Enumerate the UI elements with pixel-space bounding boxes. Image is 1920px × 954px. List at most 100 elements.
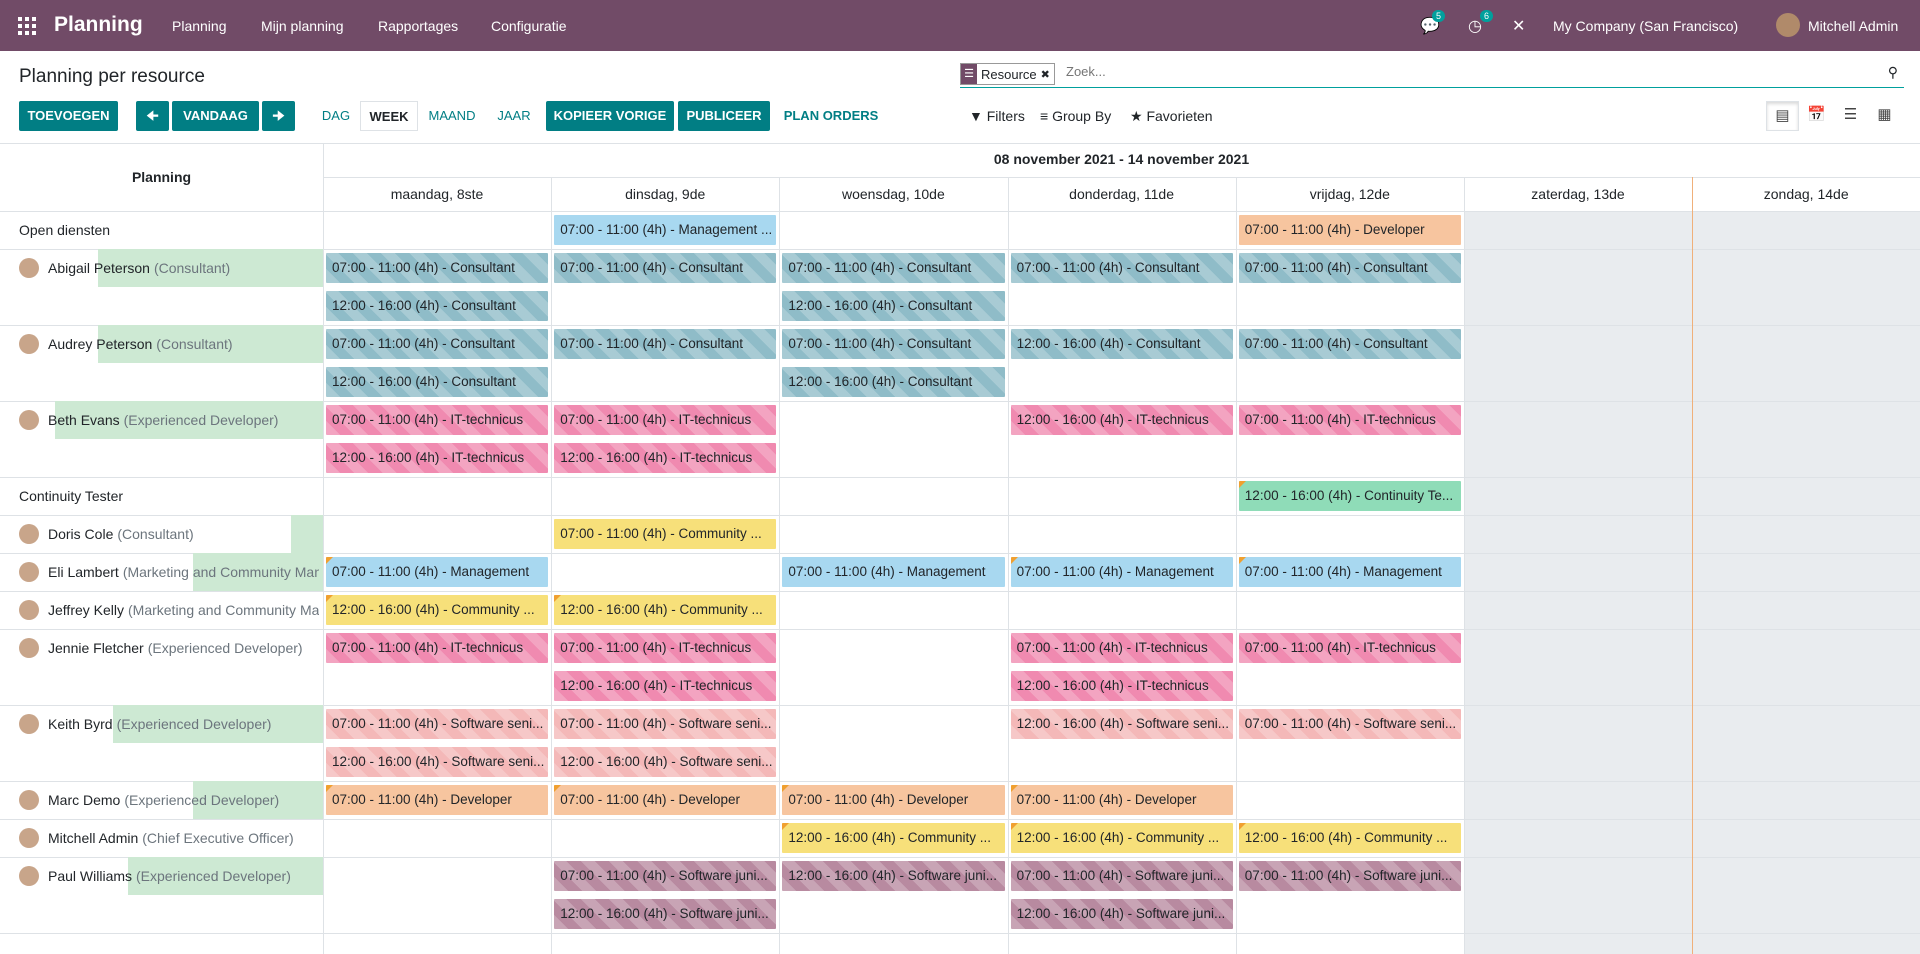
shift-pill[interactable]: 07:00 - 11:00 (4h) - Developer — [782, 785, 1005, 815]
company-switcher[interactable]: My Company (San Francisco) — [1553, 18, 1739, 34]
shift-pill[interactable]: 12:00 - 16:00 (4h) - IT-technicus — [1010, 405, 1233, 435]
user-menu[interactable]: Mitchell Admin — [1808, 18, 1899, 34]
gantt-row-label[interactable]: Eli Lambert(Marketing and Community Mana… — [0, 553, 323, 591]
shift-pill[interactable]: 07:00 - 11:00 (4h) - Consultant — [554, 253, 777, 283]
shift-pill[interactable]: 07:00 - 11:00 (4h) - Developer — [1010, 785, 1233, 815]
menu-configuration[interactable]: Configuratie — [491, 18, 567, 34]
gantt-view-icon[interactable]: ▤ — [1766, 101, 1799, 131]
app-name[interactable]: Planning — [54, 13, 143, 36]
shift-pill[interactable]: 07:00 - 11:00 (4h) - Consultant — [326, 253, 549, 283]
gantt-row-label[interactable]: Jeffrey Kelly (Marketing and Community Ma… — [0, 591, 323, 629]
shift-pill[interactable]: 12:00 - 16:00 (4h) - IT-technicus — [554, 671, 777, 701]
search-icon[interactable]: ⚲ — [1887, 64, 1898, 80]
publish-button[interactable]: PUBLICEER — [678, 101, 770, 131]
filters-dropdown[interactable]: ▼ Filters — [969, 108, 1025, 124]
shift-pill[interactable]: 12:00 - 16:00 (4h) - IT-technicus — [1010, 671, 1233, 701]
prev-button[interactable]: 🠈 — [136, 101, 169, 131]
shift-pill[interactable]: 07:00 - 11:00 (4h) - IT-technicus — [1238, 633, 1461, 663]
shift-pill[interactable]: 07:00 - 11:00 (4h) - Management — [782, 557, 1005, 587]
list-view-icon[interactable]: ☰ — [1843, 106, 1858, 123]
shift-pill[interactable]: 12:00 - 16:00 (4h) - Community ... — [554, 595, 777, 625]
shift-pill[interactable]: 07:00 - 11:00 (4h) - IT-technicus — [1010, 633, 1233, 663]
copy-previous-button[interactable]: KOPIEER VORIGE — [546, 101, 674, 131]
shift-pill[interactable]: 07:00 - 11:00 (4h) - Consultant — [782, 253, 1005, 283]
gantt-row-label[interactable]: Mitchell Admin (Chief Executive Officer) — [0, 819, 323, 857]
search-input[interactable] — [1064, 63, 1768, 80]
plan-orders-button[interactable]: PLAN ORDERS — [783, 108, 879, 123]
shift-pill[interactable]: 07:00 - 11:00 (4h) - Software juni... — [1238, 861, 1461, 891]
shift-pill[interactable]: 07:00 - 11:00 (4h) - Software juni... — [1010, 861, 1233, 891]
today-button[interactable]: VANDAAG — [172, 101, 259, 131]
menu-reports[interactable]: Rapportages — [378, 18, 459, 34]
gantt-row-label[interactable]: Open diensten — [0, 211, 323, 249]
next-button[interactable]: 🠊 — [262, 101, 295, 131]
gantt-row-label[interactable]: Jennie Fletcher (Experienced Developer) — [0, 629, 323, 705]
messages-icon[interactable]: 💬 5 — [1420, 10, 1446, 36]
shift-pill[interactable]: 07:00 - 11:00 (4h) - Software seni... — [326, 709, 549, 739]
shift-pill[interactable]: 12:00 - 16:00 (4h) - Software juni... — [782, 861, 1005, 891]
shift-pill[interactable]: 07:00 - 11:00 (4h) - Developer — [1238, 215, 1461, 245]
shift-pill[interactable]: 12:00 - 16:00 (4h) - Consultant — [326, 291, 549, 321]
gantt-row-label[interactable]: Beth Evans (Experienced Developer) — [0, 401, 323, 477]
menu-planning[interactable]: Planning — [172, 18, 227, 34]
shift-pill[interactable]: 12:00 - 16:00 (4h) - Community ... — [782, 823, 1005, 853]
shift-pill[interactable]: 07:00 - 11:00 (4h) - IT-technicus — [326, 405, 549, 435]
tools-icon[interactable]: ✕ — [1512, 18, 1526, 35]
shift-pill[interactable]: 07:00 - 11:00 (4h) - IT-technicus — [326, 633, 549, 663]
shift-pill[interactable]: 07:00 - 11:00 (4h) - Management ... — [554, 215, 777, 245]
shift-pill[interactable]: 12:00 - 16:00 (4h) - Community ... — [1238, 823, 1461, 853]
shift-pill[interactable]: 07:00 - 11:00 (4h) - Management — [326, 557, 549, 587]
shift-pill[interactable]: 07:00 - 11:00 (4h) - Software seni... — [554, 709, 777, 739]
gantt-row-label[interactable]: Marc Demo (Experienced Developer) — [0, 781, 323, 819]
facet-remove-icon[interactable]: ✖ — [1040, 68, 1050, 81]
shift-pill[interactable]: 07:00 - 11:00 (4h) - Consultant — [1238, 329, 1461, 359]
shift-pill[interactable]: 12:00 - 16:00 (4h) - Community ... — [326, 595, 549, 625]
shift-pill[interactable]: 12:00 - 16:00 (4h) - IT-technicus — [326, 443, 549, 473]
gantt-row-label[interactable]: Audrey Peterson (Consultant) — [0, 325, 323, 401]
kanban-view-icon[interactable]: ▦ — [1877, 106, 1892, 123]
shift-pill[interactable]: 12:00 - 16:00 (4h) - Software juni... — [554, 899, 777, 929]
menu-my-planning[interactable]: Mijn planning — [261, 18, 344, 34]
scale-month-button[interactable]: MAAND — [428, 108, 476, 123]
add-button[interactable]: TOEVOEGEN — [19, 101, 118, 131]
shift-pill[interactable]: 07:00 - 11:00 (4h) - Software juni... — [554, 861, 777, 891]
shift-pill[interactable]: 07:00 - 11:00 (4h) - Software seni... — [1238, 709, 1461, 739]
calendar-view-icon[interactable]: 📅 — [1807, 106, 1826, 123]
shift-pill[interactable]: 07:00 - 11:00 (4h) - IT-technicus — [554, 405, 777, 435]
shift-pill[interactable]: 12:00 - 16:00 (4h) - IT-technicus — [554, 443, 777, 473]
shift-pill[interactable]: 12:00 - 16:00 (4h) - Software juni... — [1010, 899, 1233, 929]
shift-pill[interactable]: 07:00 - 11:00 (4h) - Developer — [554, 785, 777, 815]
shift-pill[interactable]: 07:00 - 11:00 (4h) - Consultant — [782, 329, 1005, 359]
shift-pill[interactable]: 07:00 - 11:00 (4h) - Consultant — [326, 329, 549, 359]
shift-pill[interactable]: 12:00 - 16:00 (4h) - Consultant — [326, 367, 549, 397]
shift-pill[interactable]: 07:00 - 11:00 (4h) - IT-technicus — [1238, 405, 1461, 435]
user-avatar[interactable] — [1776, 13, 1800, 37]
shift-pill[interactable]: 07:00 - 11:00 (4h) - Management — [1238, 557, 1461, 587]
shift-pill[interactable]: 07:00 - 11:00 (4h) - Consultant — [554, 329, 777, 359]
shift-pill[interactable]: 07:00 - 11:00 (4h) - Consultant — [1238, 253, 1461, 283]
shift-pill[interactable]: 07:00 - 11:00 (4h) - Management — [1010, 557, 1233, 587]
gantt-row-label[interactable]: Keith Byrd (Experienced Developer) — [0, 705, 323, 781]
scale-year-button[interactable]: JAAR — [497, 108, 531, 123]
shift-pill[interactable]: 07:00 - 11:00 (4h) - Developer — [326, 785, 549, 815]
gantt-row-label[interactable]: Doris Cole (Consultant) — [0, 515, 323, 553]
apps-menu-icon[interactable] — [18, 17, 36, 35]
shift-pill[interactable]: 12:00 - 16:00 (4h) - Consultant — [782, 291, 1005, 321]
shift-pill[interactable]: 12:00 - 16:00 (4h) - Software seni... — [554, 747, 777, 777]
scale-day-button[interactable]: DAG — [321, 108, 351, 123]
shift-pill[interactable]: 07:00 - 11:00 (4h) - Community ... — [554, 519, 777, 549]
group-by-dropdown[interactable]: ≡ Group By — [1040, 108, 1111, 124]
shift-pill[interactable]: 12:00 - 16:00 (4h) - Community ... — [1010, 823, 1233, 853]
scale-week-button[interactable]: WEEK — [360, 101, 418, 131]
favorites-dropdown[interactable]: ★ Favorieten — [1130, 108, 1213, 125]
shift-pill[interactable]: 12:00 - 16:00 (4h) - Consultant — [782, 367, 1005, 397]
shift-pill[interactable]: 07:00 - 11:00 (4h) - Consultant — [1010, 253, 1233, 283]
shift-pill[interactable]: 12:00 - 16:00 (4h) - Software seni... — [326, 747, 549, 777]
gantt-row-label[interactable]: Continuity Tester — [0, 477, 323, 515]
shift-pill[interactable]: 12:00 - 16:00 (4h) - Consultant — [1010, 329, 1233, 359]
shift-pill[interactable]: 07:00 - 11:00 (4h) - IT-technicus — [554, 633, 777, 663]
gantt-row-label[interactable]: Paul Williams (Experienced Developer) — [0, 857, 323, 933]
activities-icon[interactable]: ◷ 6 — [1468, 10, 1494, 36]
gantt-row-label[interactable]: Abigail Peterson (Consultant) — [0, 249, 323, 325]
shift-pill[interactable]: 12:00 - 16:00 (4h) - Software seni... — [1010, 709, 1233, 739]
